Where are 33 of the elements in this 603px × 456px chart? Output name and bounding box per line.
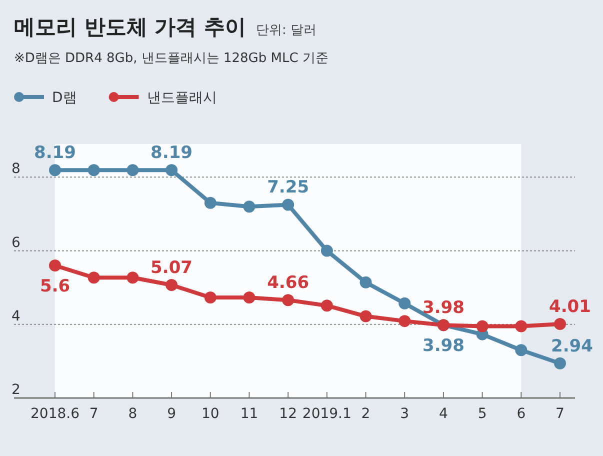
y-tick-label: 4 — [12, 308, 21, 324]
y-tick-label: 2 — [12, 382, 20, 398]
legend-label: 낸드플래시 — [146, 90, 217, 106]
y-tick-label: 8 — [12, 161, 20, 178]
data-label: 8.19 — [150, 143, 193, 164]
x-tick-label: 3 — [400, 406, 410, 422]
y-tick-label: 6 — [12, 234, 21, 251]
data-label: 2.94 — [551, 336, 594, 356]
x-tick-label: 10 — [201, 406, 220, 422]
x-tick-label: 11 — [240, 406, 258, 422]
data-label: 3.98 — [422, 336, 464, 356]
data-label: 3.98 — [422, 298, 464, 318]
chart-title: 메모리 반도체 가격 추이 — [14, 15, 246, 39]
x-tick-label: 4 — [439, 406, 448, 422]
x-tick-label: 2019.1 — [302, 406, 352, 422]
data-label: 4.01 — [549, 297, 591, 318]
text: 단위: 달러 — [256, 23, 316, 38]
x-tick-label: 7 — [89, 406, 98, 422]
data-label: 5.6 — [40, 276, 70, 296]
x-tick-label: 12 — [279, 406, 297, 422]
data-label: 8.19 — [34, 143, 76, 164]
data-label: 5.07 — [150, 258, 193, 278]
x-tick-label: 2 — [361, 406, 370, 422]
chart-subtitle: ※D램은 DDR4 8Gb, 낸드플래시는 128Gb MLC 기준 — [14, 51, 328, 66]
x-tick-label: 9 — [167, 406, 176, 422]
x-tick-label: 6 — [516, 406, 526, 422]
x-tick-label: 2018.6 — [30, 406, 80, 422]
x-tick-label: 8 — [128, 406, 138, 422]
x-tick-label: 7 — [556, 406, 564, 422]
legend-label: D램 — [52, 90, 77, 106]
x-tick-label: 5 — [478, 406, 487, 422]
data-label: 7.25 — [267, 178, 310, 198]
data-label: 4.66 — [267, 273, 310, 294]
